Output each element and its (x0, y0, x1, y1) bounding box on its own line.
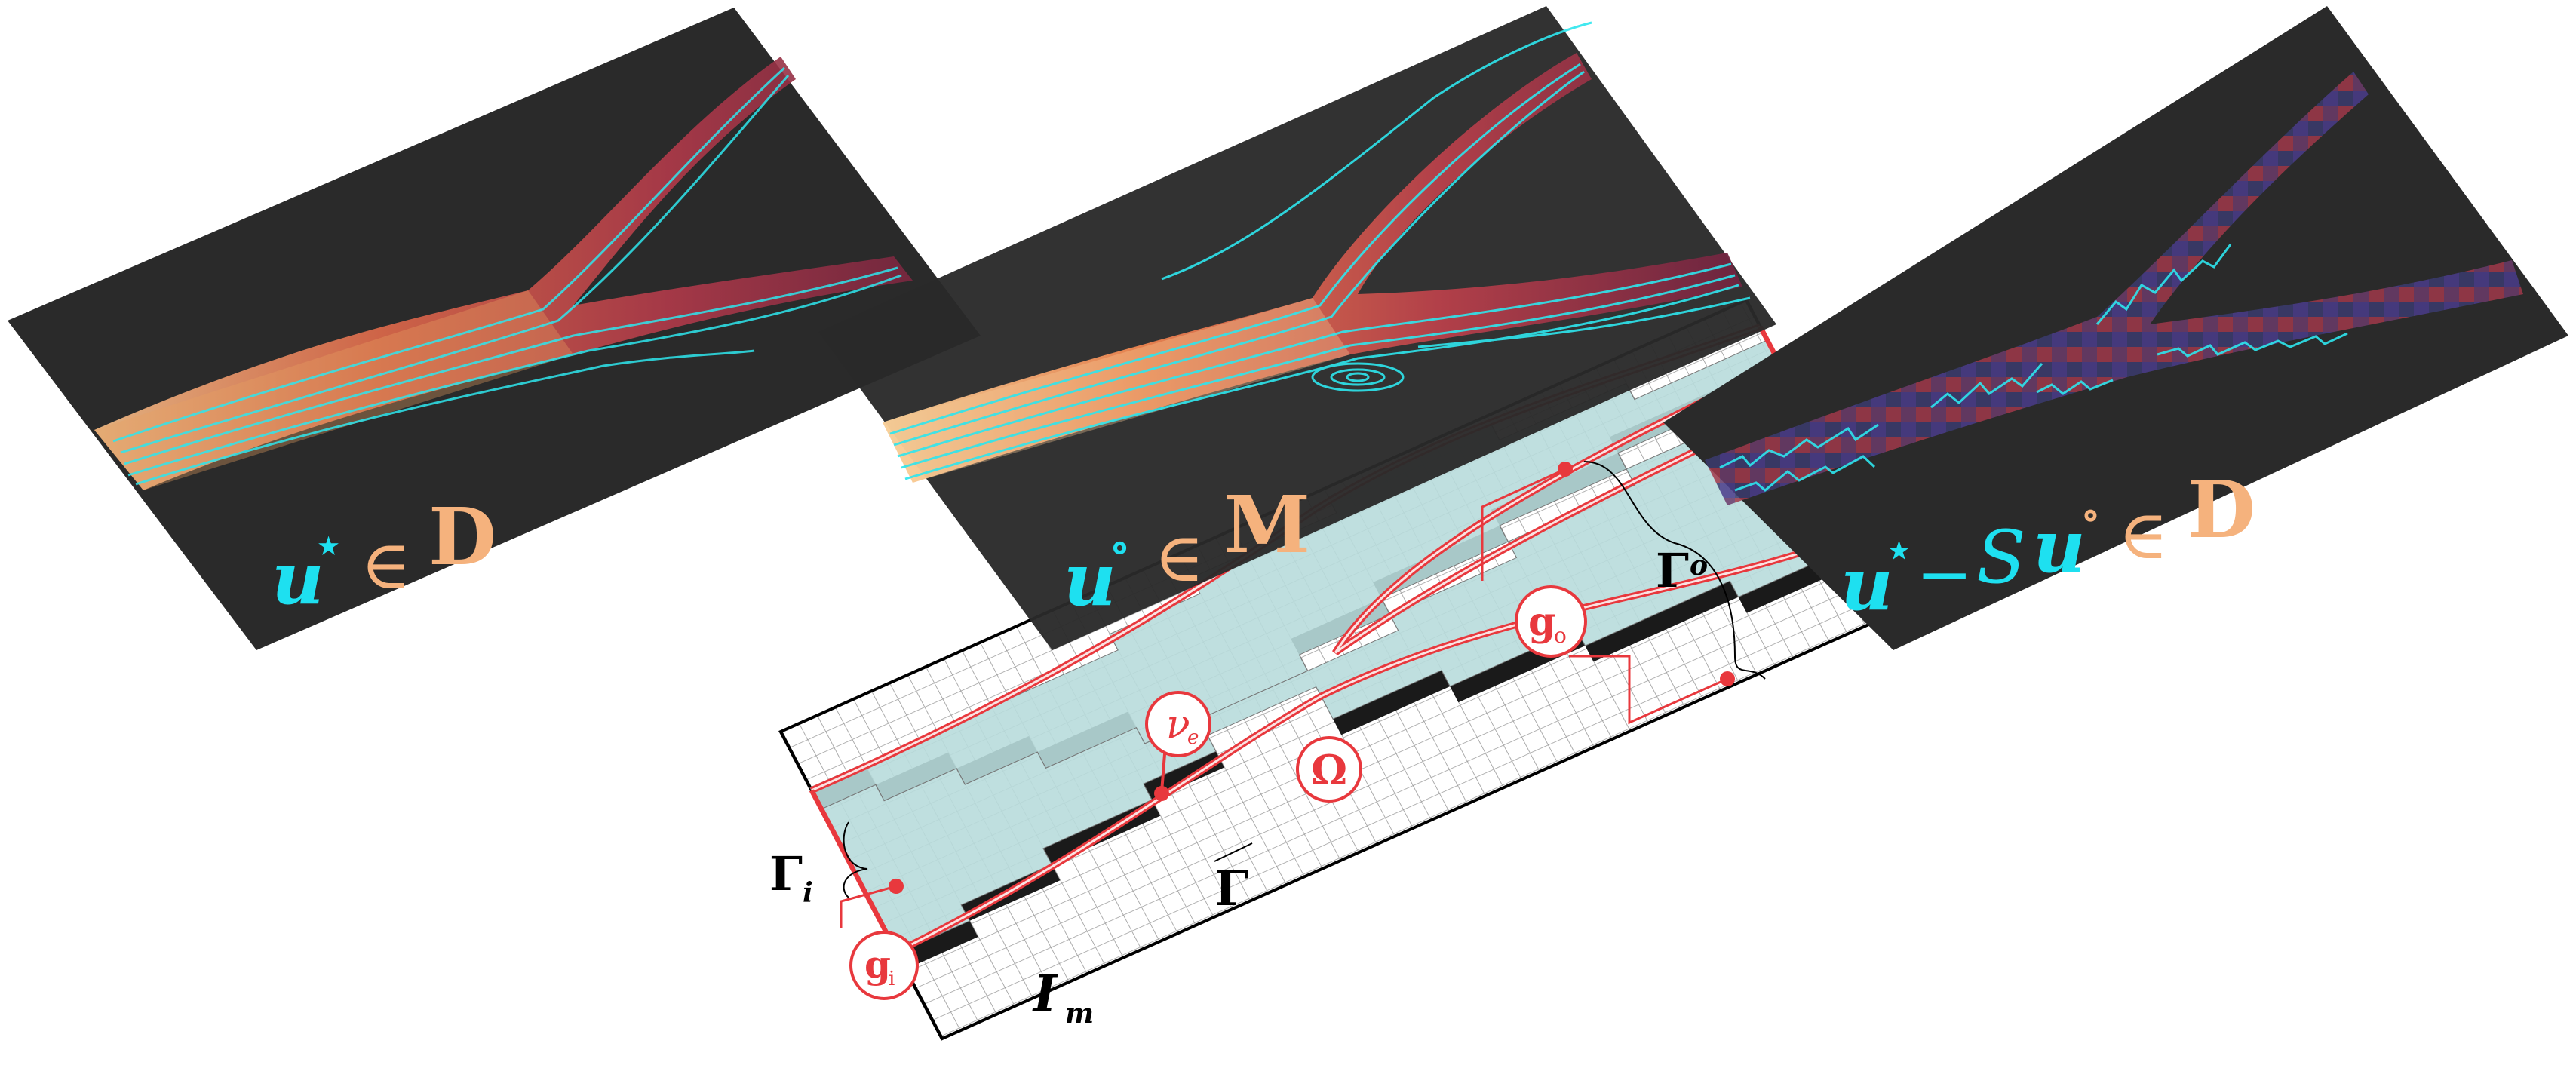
panel-right: u ⋆ − S u ∘ ∈ D (1663, 6, 2568, 650)
outlet-bc-badge (1515, 585, 1587, 658)
viscosity-subscript: e (1187, 726, 1199, 749)
inlet-bc-badge (849, 931, 919, 1000)
panel-right-streamlines (1719, 244, 2348, 492)
inlet-boundary (809, 789, 899, 953)
inlet-label: Γ (769, 846, 803, 901)
panel-left-relation: ∈ (361, 526, 411, 605)
panel-right-relation: ∈ (2118, 496, 2169, 575)
outlet-bc-pointer-bottom (1569, 655, 1728, 725)
outlet-bc-pointer-top (1481, 468, 1566, 581)
panel-left-streamlines (112, 66, 902, 486)
outlet-label: Γ (1656, 543, 1689, 598)
outlet-bc-label: g (1528, 599, 1555, 645)
panel-middle-space: M (1224, 478, 1310, 571)
inlet-brace (843, 821, 868, 898)
outlet-brace (1583, 461, 1766, 680)
panel-middle-flow (883, 53, 1742, 483)
panel-right-space: D (2188, 463, 2255, 556)
viscosity-badge (1145, 691, 1211, 757)
inlet-bc-pointer (840, 885, 897, 928)
outlet-bc-subscript: o (1554, 623, 1567, 648)
boundary-curve-fork-inner (1334, 362, 1800, 654)
panel-right-flow (1705, 72, 2523, 505)
boundary-label: Γ (1214, 861, 1248, 917)
domain-label: Ω (1311, 746, 1347, 794)
viscosity-label: ν (1166, 702, 1190, 747)
image-subscript: m (1065, 998, 1094, 1030)
inlet-bc-subscript: i (889, 968, 895, 990)
inlet-bc-label: g (864, 942, 891, 987)
panel-right-smoother: S (1976, 515, 2026, 600)
boundary-curve-bottom-inner (895, 529, 1868, 953)
panel-middle-streamlines (889, 21, 1751, 480)
viscosity-point (1154, 786, 1169, 801)
panel-middle-symbol: u (1064, 537, 1116, 622)
panel-middle-relation: ∈ (1154, 518, 1205, 597)
panel-right-symbol: u (1841, 542, 1893, 627)
panel-middle: u ∘ ∈ M (818, 6, 1776, 650)
outlet-subscript: o (1690, 550, 1708, 582)
inlet-subscript: i (803, 877, 813, 909)
image-label: I (1032, 964, 1058, 1023)
boundary-pointer (1214, 842, 1253, 862)
panel-right-superscript2: ∘ (2080, 492, 2101, 538)
panel-left-space: D (428, 490, 496, 583)
panel-right-operator: − (1916, 535, 1973, 614)
panel-right-symbol2: u (2033, 504, 2086, 589)
panel-right-superscript: ⋆ (1886, 525, 1912, 575)
panel-left-symbol: u (272, 536, 324, 621)
panel-left-superscript: ⋆ (315, 520, 342, 570)
domain-badge (1296, 736, 1362, 803)
panel-left: u ⋆ ∈ D (8, 8, 981, 650)
panel-middle-superscript: ∘ (1109, 522, 1131, 572)
